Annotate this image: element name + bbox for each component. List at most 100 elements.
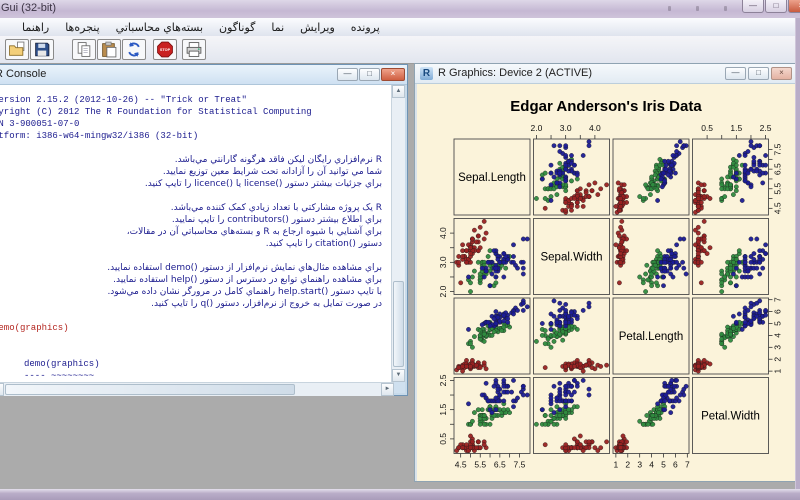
copy-paste-button[interactable] bbox=[122, 39, 146, 60]
scatter-panel bbox=[612, 377, 690, 454]
console-output-line: براي مشاهده مثال‌هاي نمايش نرم‌افزار از … bbox=[107, 263, 382, 273]
menu-item-4[interactable]: نما bbox=[271, 22, 285, 34]
menu-item-3[interactable]: گوناگون bbox=[219, 22, 256, 34]
print-button[interactable] bbox=[182, 39, 206, 60]
tick-label: 1 bbox=[613, 460, 618, 470]
data-point bbox=[551, 298, 557, 304]
scroll-left-icon[interactable]: ◄ bbox=[0, 383, 4, 396]
data-point bbox=[563, 416, 569, 421]
data-point bbox=[557, 170, 563, 176]
data-point bbox=[548, 321, 554, 326]
data-point bbox=[739, 198, 745, 203]
app-titlebar[interactable]: Gui (32-bit) — □ × bbox=[0, 0, 800, 19]
diag-panel: Sepal.Width bbox=[533, 218, 610, 295]
scrollbar-thumb[interactable] bbox=[5, 384, 295, 395]
data-point bbox=[511, 378, 516, 383]
console-output-line bbox=[0, 190, 394, 202]
data-point bbox=[695, 230, 701, 236]
data-point bbox=[763, 162, 768, 168]
maximize-button[interactable]: □ bbox=[765, 0, 787, 13]
paste-icon bbox=[99, 41, 119, 58]
data-point bbox=[739, 327, 745, 332]
data-point bbox=[586, 304, 592, 310]
console-minimize-button[interactable]: — bbox=[337, 68, 358, 81]
data-point bbox=[470, 439, 475, 445]
data-point bbox=[466, 327, 471, 332]
console-restore-button[interactable]: □ bbox=[359, 68, 380, 81]
graphics-titlebar[interactable]: R R Graphics: Device 2 (ACTIVE) — □ × bbox=[415, 64, 795, 84]
data-point bbox=[572, 378, 577, 383]
data-point bbox=[649, 174, 654, 180]
data-point bbox=[580, 368, 586, 374]
console-horizontal-scrollbar[interactable]: ◄ ► bbox=[0, 382, 394, 396]
data-point bbox=[586, 392, 592, 398]
data-point bbox=[586, 439, 592, 445]
close-button[interactable]: × bbox=[788, 0, 800, 13]
data-point bbox=[668, 271, 674, 277]
data-point bbox=[501, 324, 507, 330]
graphics-close-button[interactable]: × bbox=[771, 67, 792, 80]
data-point bbox=[483, 380, 489, 386]
console-close-button[interactable]: × bbox=[381, 68, 405, 81]
stop-button[interactable]: STOP bbox=[153, 39, 177, 60]
open-script-button[interactable] bbox=[5, 39, 29, 60]
scroll-right-icon[interactable]: ► bbox=[381, 383, 394, 396]
scroll-up-icon[interactable]: ▲ bbox=[392, 85, 405, 98]
data-point bbox=[493, 274, 499, 280]
data-point bbox=[577, 433, 583, 439]
data-point bbox=[598, 445, 604, 451]
menu-item-6[interactable]: پرونده bbox=[350, 22, 380, 34]
menu-item-1[interactable]: پنجره‌ها bbox=[65, 22, 100, 34]
data-point bbox=[722, 344, 728, 350]
data-point bbox=[728, 280, 733, 286]
data-point bbox=[572, 162, 577, 168]
data-point bbox=[763, 308, 768, 313]
data-point bbox=[751, 158, 757, 164]
data-point bbox=[662, 268, 668, 274]
console-output-line: با تايپ دستور ()help.start راهنماي کامل … bbox=[107, 287, 382, 297]
data-point bbox=[534, 421, 539, 427]
data-point bbox=[731, 192, 736, 197]
menu-item-0[interactable]: راهنما bbox=[22, 22, 50, 34]
data-point bbox=[592, 180, 598, 186]
menu-item-2[interactable]: بسته‌هاي محاسباتي bbox=[115, 22, 204, 34]
graphics-restore-button[interactable]: □ bbox=[748, 67, 769, 80]
data-point bbox=[725, 259, 730, 265]
data-point bbox=[722, 194, 728, 199]
minimize-button[interactable]: — bbox=[742, 0, 764, 13]
data-point bbox=[574, 404, 580, 410]
data-point bbox=[698, 245, 704, 251]
scrollbar-thumb[interactable] bbox=[393, 281, 404, 367]
data-point bbox=[577, 442, 583, 448]
data-point bbox=[645, 421, 651, 427]
menu-item-5[interactable]: ويرايش bbox=[300, 22, 335, 34]
scroll-down-icon[interactable]: ▼ bbox=[392, 369, 405, 382]
console-vertical-scrollbar[interactable]: ▲ ▼ bbox=[391, 85, 405, 382]
data-point bbox=[569, 153, 574, 158]
data-point bbox=[674, 242, 679, 248]
data-point bbox=[572, 312, 577, 318]
tick-label: 6 bbox=[673, 460, 678, 470]
save-workspace-button[interactable] bbox=[30, 39, 54, 60]
data-point bbox=[661, 170, 666, 176]
data-point bbox=[569, 178, 574, 184]
tick-label: 4 bbox=[649, 460, 654, 470]
data-point bbox=[501, 398, 507, 404]
console-output[interactable]: version 2.15.2 (2012-10-26) -- "Trick or… bbox=[0, 85, 394, 382]
data-point bbox=[754, 265, 760, 271]
data-point bbox=[707, 245, 713, 251]
data-point bbox=[493, 321, 499, 326]
data-point bbox=[662, 178, 668, 184]
copy-button[interactable] bbox=[72, 39, 96, 60]
data-point bbox=[563, 153, 569, 158]
data-point bbox=[670, 404, 676, 410]
console-titlebar[interactable]: R Console — □ × bbox=[0, 65, 407, 85]
paste-button[interactable] bbox=[97, 39, 121, 60]
data-point bbox=[539, 333, 545, 338]
data-point bbox=[548, 413, 554, 418]
data-point bbox=[733, 188, 739, 194]
data-point bbox=[583, 190, 589, 196]
data-point bbox=[470, 236, 475, 242]
data-point bbox=[475, 407, 481, 413]
graphics-minimize-button[interactable]: — bbox=[725, 67, 746, 80]
